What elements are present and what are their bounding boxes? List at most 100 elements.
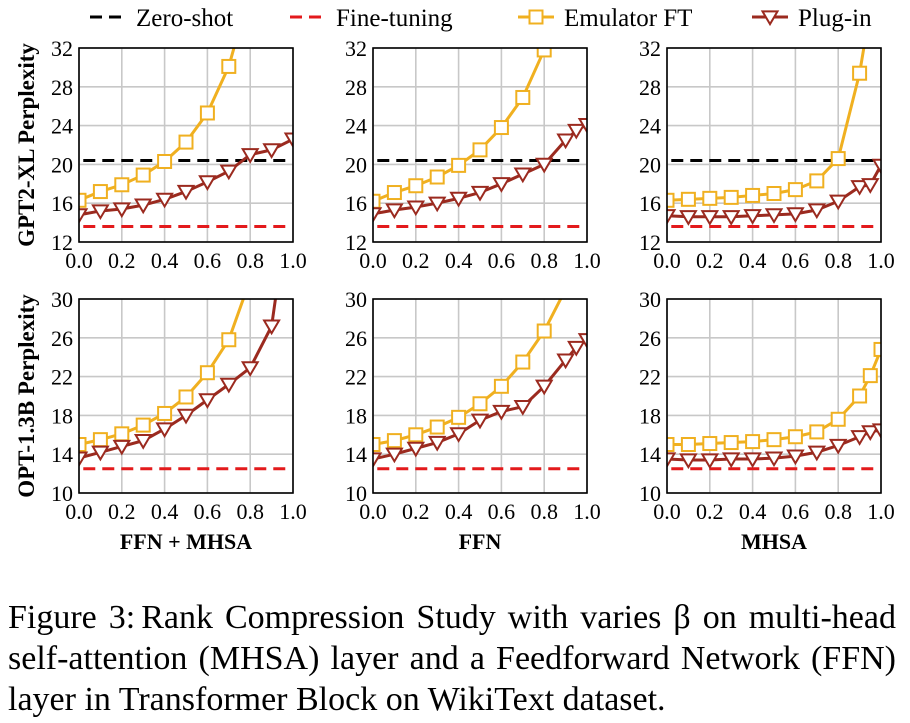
data-point-plug-in: [679, 210, 698, 226]
panel-frame: [666, 47, 882, 243]
data-point-emulator-ft: [787, 182, 803, 198]
x-tick-label: 0.4: [739, 248, 767, 273]
y-tick-label: 12: [345, 230, 367, 255]
data-point-plug-in: [534, 379, 554, 396]
y-tick-label: 16: [345, 191, 367, 216]
data-point-plug-in: [176, 184, 196, 201]
chart-panel: 0.0 0.2 0.4 0.6 0.8 1.0 10 14 18 22 26 30: [639, 287, 895, 524]
data-point-emulator-ft: [408, 178, 424, 194]
data-point-plug-in: [470, 413, 490, 430]
data-point-emulator-ft: [199, 105, 215, 121]
data-point-plug-in: [492, 404, 511, 421]
data-point-plug-in: [861, 425, 880, 441]
x-tick-label: 0.4: [445, 248, 473, 273]
data-point-plug-in: [513, 167, 533, 184]
x-tick-label: 0.0: [653, 499, 681, 524]
y-tick-label: 22: [345, 365, 367, 390]
x-tick-label: 0.6: [782, 499, 810, 524]
x-tick-label: 0.2: [108, 499, 136, 524]
y-axis-label: OPT-1.3B Perplexity: [14, 294, 39, 498]
x-tick-label: 1.0: [573, 499, 601, 524]
y-tick-label: 22: [639, 365, 661, 390]
plot-area: [667, 48, 881, 228]
chart-panel: 0.0 0.2 0.4 0.6 0.8 1.0 12 16 20 24 28 32: [345, 36, 601, 273]
plot-area: [373, 299, 587, 471]
x-tick-label: 0.0: [65, 499, 93, 524]
data-point-emulator-ft: [92, 432, 108, 448]
data-point-plug-in: [198, 393, 217, 409]
data-point-plug-in: [240, 148, 260, 164]
data-point-emulator-ft: [667, 437, 675, 452]
y-tick-label: 18: [51, 403, 73, 428]
data-point-emulator-ft: [244, 273, 257, 286]
x-tick-label: 0.6: [194, 499, 222, 524]
y-tick-label: 24: [639, 114, 661, 139]
x-axis-label: MHSA: [741, 529, 807, 554]
y-tick-label: 20: [345, 152, 367, 177]
y-tick-label: 26: [639, 326, 661, 351]
data-point-emulator-ft: [114, 426, 130, 442]
data-point-plug-in: [155, 422, 174, 439]
x-tick-label: 0.6: [194, 248, 222, 273]
x-tick-label: 0.4: [739, 499, 767, 524]
x-tick-label: 0.8: [530, 499, 558, 524]
data-point-plug-in: [764, 208, 784, 224]
data-point-emulator-ft: [536, 48, 552, 58]
data-point-plug-in: [155, 192, 174, 209]
figure-canvas: Zero-shot Fine-tuning Emulator FT Plug-in 0.…: [14, 5, 895, 554]
data-point-emulator-ft: [199, 365, 215, 381]
plot-area: [79, 48, 293, 228]
plot-area: [79, 273, 287, 471]
data-point-plug-in: [112, 439, 132, 456]
data-point-emulator-ft: [515, 89, 531, 105]
x-axis-label: FFN: [459, 529, 502, 554]
y-tick-label: 28: [345, 75, 367, 100]
y-tick-label: 14: [639, 442, 661, 467]
legend-square-marker: [528, 9, 544, 25]
data-point-plug-in: [513, 400, 533, 416]
data-point-plug-in: [427, 435, 447, 452]
y-tick-label: 12: [639, 230, 661, 255]
series-line-emulator-ft: [667, 348, 881, 446]
y-tick-label: 20: [51, 152, 73, 177]
data-point-plug-in: [861, 178, 880, 194]
data-point-emulator-ft: [873, 341, 881, 357]
panel-frame: [666, 298, 882, 494]
y-tick-label: 30: [639, 287, 661, 312]
figure-caption: Figure 3: Rank Compression Study with var…: [8, 597, 896, 720]
data-point-plug-in: [850, 430, 869, 446]
x-tick-label: 0.2: [696, 248, 724, 273]
data-point-emulator-ft: [472, 396, 488, 412]
data-point-emulator-ft: [221, 58, 237, 74]
x-tick-label: 1.0: [279, 499, 307, 524]
data-point-plug-in: [91, 445, 110, 462]
data-point-emulator-ft: [79, 437, 87, 452]
data-point-emulator-ft: [702, 190, 718, 206]
chart-panel: 0.0 0.2 0.4 0.6 0.8 1.0 10 14 18 22 26 30: [345, 287, 601, 524]
data-point-plug-in: [807, 445, 827, 462]
x-tick-label: 1.0: [867, 499, 895, 524]
data-point-emulator-ft: [386, 433, 402, 449]
y-tick-label: 14: [345, 442, 367, 467]
x-tick-label: 0.8: [824, 499, 852, 524]
x-tick-label: 0.6: [488, 499, 516, 524]
data-point-emulator-ft: [451, 157, 467, 173]
data-point-plug-in: [385, 203, 404, 220]
data-point-emulator-ft: [787, 429, 803, 445]
plot-area: [373, 48, 587, 228]
y-tick-label: 16: [51, 191, 73, 216]
data-point-plug-in: [679, 453, 698, 470]
data-point-plug-in: [385, 447, 404, 464]
data-point-emulator-ft: [515, 354, 531, 370]
data-point-emulator-ft: [702, 436, 718, 452]
data-point-plug-in: [786, 449, 805, 466]
x-tick-label: 0.2: [402, 248, 430, 273]
series-line-emulator-ft: [667, 48, 866, 202]
data-point-plug-in: [91, 204, 110, 221]
data-point-emulator-ft: [408, 427, 424, 443]
panel-frame: [372, 47, 588, 243]
y-tick-label: 12: [51, 230, 73, 255]
data-point-emulator-ft: [178, 389, 194, 405]
data-point-plug-in: [219, 377, 239, 394]
